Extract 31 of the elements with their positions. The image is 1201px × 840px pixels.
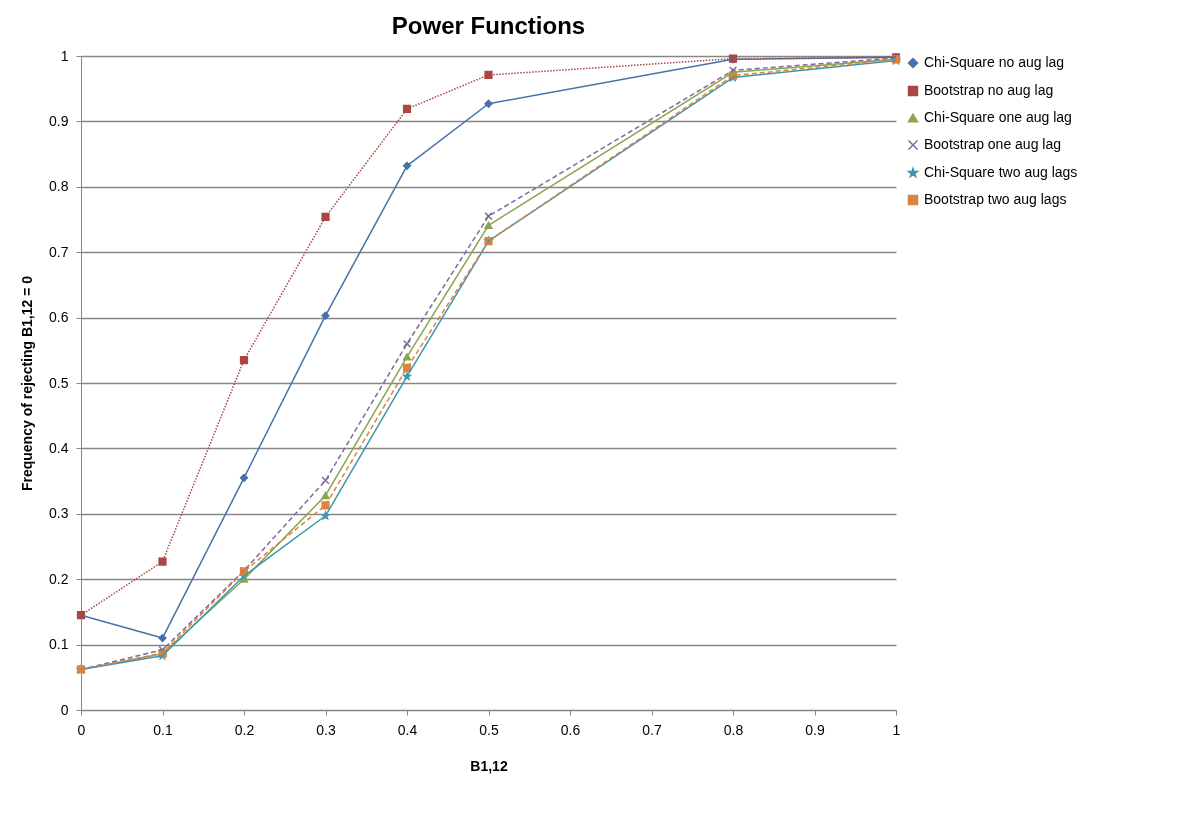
x-tick-label: 0.1 (153, 721, 173, 738)
y-tick-label: 0.9 (49, 112, 69, 129)
x-tick-label: 0.6 (560, 721, 581, 738)
y-tick-label: 0.5 (49, 374, 69, 391)
x-tick-label: 0.9 (805, 721, 825, 738)
x-tick-label: 0 (77, 721, 86, 738)
y-tick-label: 0.8 (49, 178, 69, 195)
legend-label: Chi-Square one aug lag (924, 109, 1072, 125)
x-tick-label: 0.8 (723, 721, 744, 738)
x-tick-label: 0.7 (642, 721, 662, 738)
x-axis-title: B1,12 (470, 757, 508, 774)
legend-label: Bootstrap no aug lag (924, 82, 1054, 98)
y-tick-label: 0.4 (49, 439, 69, 456)
x-tick-label: 0.5 (479, 721, 499, 738)
y-tick-label: 0.7 (49, 243, 69, 260)
x-tick-label: 0.2 (234, 721, 255, 738)
y-tick-label: 0.3 (49, 505, 69, 522)
y-tick-label: 0.2 (49, 570, 69, 587)
y-tick-label: 0.6 (49, 309, 69, 326)
x-tick-label: 1 (892, 721, 901, 738)
y-axis-title: Frequency of rejecting B1,12 = 0 (19, 275, 36, 492)
legend-label: Bootstrap one aug lag (924, 136, 1061, 152)
x-tick-label: 0.3 (316, 721, 336, 738)
legend-label: Chi-Square two aug lags (924, 164, 1078, 180)
legend-label: Chi-Square no aug lag (924, 54, 1065, 70)
x-tick-label: 0.4 (397, 721, 418, 738)
chart-title: Power Functions (391, 12, 586, 39)
y-tick-label: 0.1 (49, 636, 69, 653)
y-tick-label: 1 (60, 47, 69, 64)
legend-label: Bootstrap two aug lags (924, 191, 1067, 207)
y-tick-label: 0 (60, 701, 69, 718)
